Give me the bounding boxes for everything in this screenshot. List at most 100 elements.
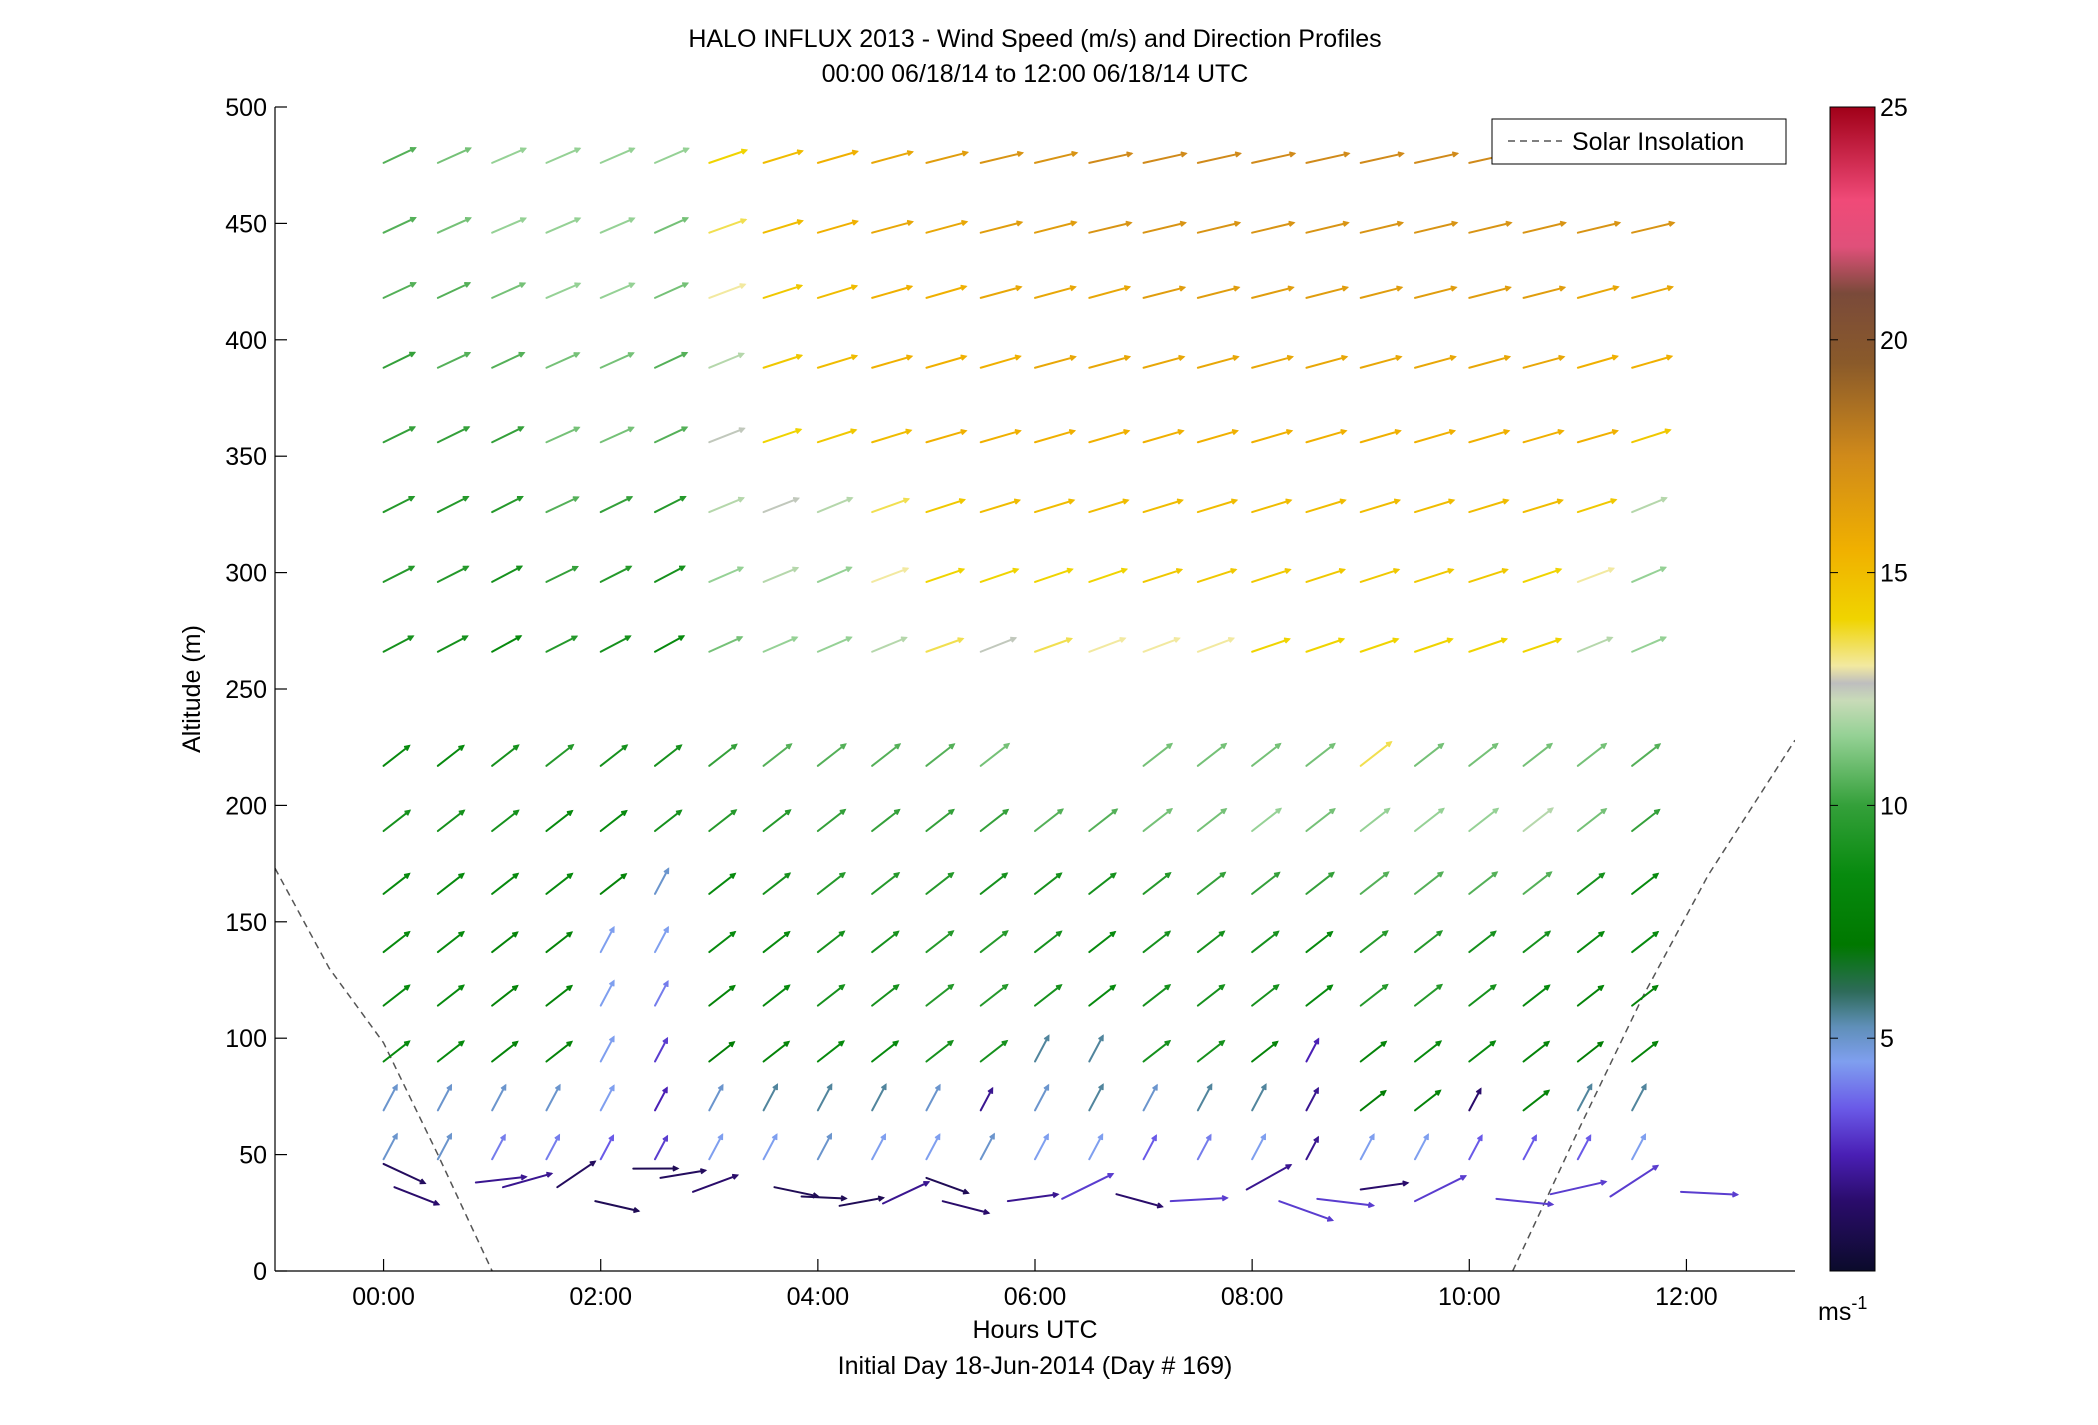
wind-vector-shaft [1142, 429, 1184, 444]
wind-vector [871, 150, 915, 164]
wind-vector-head [1450, 285, 1458, 292]
wind-vector-shaft [708, 283, 746, 299]
wind-vector [708, 283, 747, 299]
wind-vector-shaft [1414, 807, 1445, 833]
wind-vector-head [681, 426, 689, 433]
wind-vector-head [1068, 498, 1076, 505]
wind-vector [1251, 984, 1280, 1007]
wind-vector-shaft [1305, 152, 1350, 164]
wind-vector-shaft [762, 1041, 790, 1063]
wind-vector-head [458, 1040, 465, 1047]
wind-vector-shaft [708, 566, 744, 583]
wind-vector [1468, 429, 1511, 444]
wind-vector [1088, 354, 1132, 369]
wind-vector-shaft [816, 636, 852, 653]
wind-vector-shaft [1006, 1193, 1059, 1203]
wind-vector [979, 1132, 995, 1161]
wind-vector-head [1392, 637, 1400, 644]
wind-vector [1468, 984, 1497, 1007]
wind-vector-head [571, 635, 579, 642]
wind-vector [1414, 1133, 1429, 1161]
wind-vector-shaft [1196, 930, 1225, 954]
wind-vector-shaft [708, 873, 736, 895]
x-tick-label: 08:00 [1221, 1283, 1284, 1311]
wind-vector [1034, 1034, 1050, 1063]
wind-vector-shaft [762, 497, 799, 514]
wind-vector-shaft [1245, 1164, 1292, 1191]
wind-vector-head [663, 925, 669, 933]
wind-vector-head [900, 636, 908, 643]
wind-vector-shaft [599, 147, 635, 164]
wind-vector [1522, 567, 1563, 583]
wind-vector [925, 354, 968, 369]
wind-vector [382, 809, 412, 833]
wind-vector-head [1001, 930, 1009, 937]
wind-vector-head [1436, 983, 1444, 990]
wind-vector [708, 984, 736, 1007]
wind-vector-shaft [708, 1134, 724, 1161]
wind-vector [1522, 1040, 1551, 1063]
wind-vector-head [989, 1132, 995, 1140]
wind-vector-head [1543, 984, 1551, 991]
wind-vector-shaft [1115, 1193, 1163, 1208]
wind-vector-head [403, 744, 411, 751]
wind-vector [491, 1133, 506, 1161]
wind-vector-head [1556, 498, 1564, 505]
wind-vector [979, 498, 1022, 514]
wind-vector-head [1071, 150, 1079, 158]
wind-vector-head [792, 566, 800, 573]
wind-vector-shaft [871, 984, 899, 1007]
wind-vector-head [905, 428, 913, 435]
wind-vector-head [1206, 1083, 1213, 1091]
wind-vector-shaft [382, 147, 416, 164]
wind-vector [556, 1160, 597, 1189]
wind-vector-head [681, 351, 689, 358]
wind-vector [545, 352, 581, 369]
wind-vector [1278, 1200, 1335, 1222]
wind-vector [1305, 498, 1347, 514]
wind-vector-shaft [762, 220, 803, 234]
wind-vector [632, 1165, 680, 1172]
wind-vector [708, 1041, 736, 1063]
wind-vector [762, 1133, 778, 1161]
wind-vector-shaft [1359, 499, 1400, 514]
wind-vector-shaft [925, 151, 968, 164]
wind-vector-head [458, 809, 466, 816]
wind-vector-shaft [1576, 355, 1618, 369]
wind-vector-head [1451, 220, 1459, 227]
wind-vector [1522, 1134, 1537, 1161]
wind-vector-shaft [1576, 636, 1613, 653]
wind-vector-shaft [1468, 568, 1508, 583]
wind-vector-shaft [1468, 871, 1498, 895]
wind-vector [1088, 1034, 1104, 1063]
wind-vector [1549, 1179, 1608, 1196]
wind-vector [1522, 637, 1563, 653]
wind-vector-head [546, 1171, 554, 1178]
wind-vector [1251, 151, 1297, 164]
wind-vector [1305, 568, 1347, 583]
wind-vector-head [1531, 1134, 1537, 1142]
wind-vector-shaft [599, 980, 615, 1007]
wind-vector-shaft [1359, 286, 1403, 299]
wind-vector-shaft [382, 1133, 398, 1161]
wind-vector [816, 871, 846, 895]
wind-vector-shaft [1088, 221, 1132, 234]
wind-vector-head [1001, 1039, 1009, 1047]
wind-vector-head [1402, 1180, 1410, 1187]
wind-vector-shaft [1196, 568, 1237, 583]
wind-vector-head [519, 147, 528, 154]
wind-vector-shaft [1142, 1135, 1157, 1161]
wind-vector-shaft [1359, 429, 1401, 444]
wind-vector [1088, 872, 1117, 895]
wind-vector [1196, 354, 1240, 369]
wind-vector-shaft [762, 931, 790, 954]
wind-vector [1006, 1191, 1060, 1203]
wind-vector [871, 1133, 887, 1161]
wind-vector [1088, 429, 1131, 444]
wind-vector-head [850, 428, 858, 435]
wind-vector-head [589, 1160, 597, 1167]
wind-vector [1359, 151, 1405, 164]
wind-vector-head [1383, 807, 1391, 814]
wind-vector [708, 809, 738, 833]
